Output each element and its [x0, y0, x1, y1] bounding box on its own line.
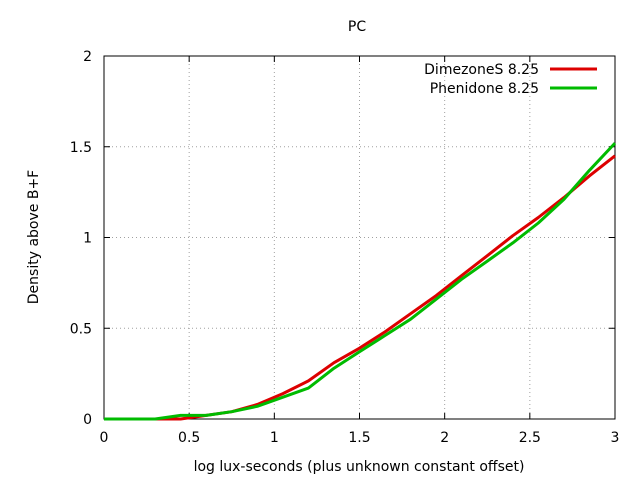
x-axis-label: log lux-seconds (plus unknown constant o…	[194, 459, 525, 475]
series-line-1	[104, 154, 616, 421]
x-tick-label: 0.5	[178, 430, 200, 446]
legend-label-2: Phenidone 8.25	[430, 81, 539, 97]
y-tick-label: 0	[83, 412, 92, 428]
axis-ticks: 0 0.5 1 1.5 2 2.5 3 0 0.5 1 1.5 2	[70, 49, 620, 446]
legend: DimezoneS 8.25 Phenidone 8.25	[424, 62, 597, 97]
x-tick-label: 1	[270, 430, 279, 446]
y-tick-label: 1.5	[70, 140, 92, 156]
chart-title: PC	[348, 19, 366, 35]
legend-label-1: DimezoneS 8.25	[424, 62, 539, 78]
x-tick-label: 2	[440, 430, 449, 446]
grid-lines	[104, 56, 615, 419]
series-lines	[104, 142, 617, 421]
x-tick-label: 1.5	[348, 430, 370, 446]
x-tick-label: 3	[611, 430, 620, 446]
y-tick-label: 0.5	[70, 321, 92, 337]
x-tick-label: 0	[100, 430, 109, 446]
series-line-2	[104, 142, 617, 421]
y-axis-label: Density above B+F	[26, 170, 42, 304]
y-tick-label: 1	[83, 231, 92, 247]
x-tick-label: 2.5	[519, 430, 541, 446]
y-tick-label: 2	[83, 49, 92, 65]
